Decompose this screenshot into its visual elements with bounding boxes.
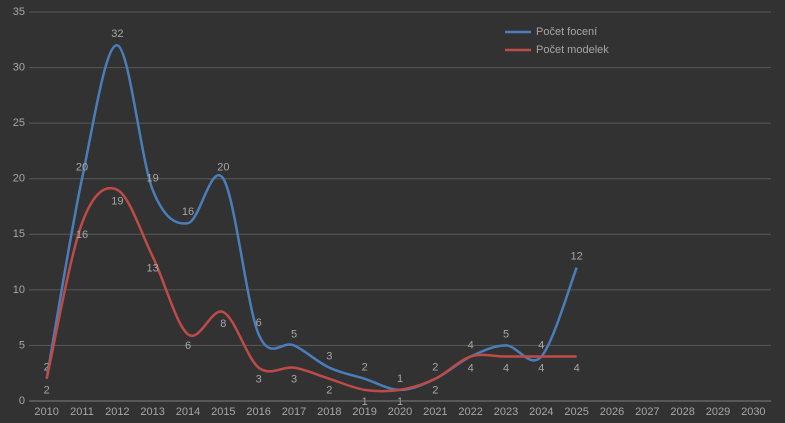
x-tick-label: 2019 (352, 406, 376, 418)
data-label: 2 (44, 385, 50, 397)
x-tick-label: 2023 (494, 406, 518, 418)
y-tick-label: 25 (13, 117, 25, 129)
x-tick-label: 2029 (706, 406, 730, 418)
data-label: 12 (571, 251, 583, 263)
x-tick-label: 2016 (246, 406, 270, 418)
data-label: 19 (111, 196, 123, 208)
x-tick-label: 2027 (635, 406, 659, 418)
data-label: 1 (362, 396, 368, 408)
legend-label: Počet modelek (536, 44, 609, 56)
data-label: 4 (468, 339, 474, 351)
data-label: 8 (220, 318, 226, 330)
data-label: 2 (44, 362, 50, 374)
y-tick-label: 10 (13, 284, 25, 296)
y-tick-label: 30 (13, 61, 25, 73)
y-tick-label: 5 (19, 339, 25, 351)
x-tick-label: 2026 (600, 406, 624, 418)
x-tick-label: 2020 (388, 406, 412, 418)
x-tick-label: 2025 (564, 406, 588, 418)
y-tick-label: 0 (19, 395, 25, 407)
legend-label: Počet focení (536, 26, 597, 38)
x-tick-label: 2011 (70, 406, 94, 418)
data-label: 4 (503, 362, 509, 374)
data-label: 19 (147, 173, 159, 185)
data-label: 3 (256, 374, 262, 386)
data-label: 16 (182, 206, 194, 218)
data-label: 13 (147, 262, 159, 274)
data-label: 20 (217, 162, 229, 174)
x-tick-label: 2013 (140, 406, 164, 418)
data-label: 4 (538, 339, 544, 351)
x-tick-label: 2015 (211, 406, 235, 418)
x-tick-label: 2024 (529, 406, 553, 418)
data-label: 4 (574, 362, 580, 374)
y-tick-label: 35 (13, 6, 25, 18)
y-tick-label: 20 (13, 173, 25, 185)
x-tick-label: 2028 (670, 406, 694, 418)
y-tick-label: 15 (13, 228, 25, 240)
data-label: 16 (76, 229, 88, 241)
data-label: 3 (291, 374, 297, 386)
x-tick-label: 2030 (741, 406, 765, 418)
data-label: 2 (326, 385, 332, 397)
data-label: 32 (111, 28, 123, 40)
data-label: 2 (362, 362, 368, 374)
x-tick-label: 2012 (105, 406, 129, 418)
series-line (45, 44, 578, 392)
x-tick-label: 2018 (317, 406, 341, 418)
data-label: 5 (291, 328, 297, 340)
x-tick-label: 2017 (282, 406, 306, 418)
data-label: 20 (76, 162, 88, 174)
data-label: 4 (468, 362, 474, 374)
series-line (45, 187, 577, 393)
x-tick-label: 2010 (34, 406, 58, 418)
data-label: 2 (432, 362, 438, 374)
x-tick-label: 2021 (423, 406, 447, 418)
data-label: 1 (397, 396, 403, 408)
data-label: 4 (538, 362, 544, 374)
data-label: 1 (397, 373, 403, 385)
data-label: 6 (256, 317, 262, 329)
data-label: 2 (432, 385, 438, 397)
data-label: 6 (185, 340, 191, 352)
x-tick-label: 2022 (458, 406, 482, 418)
data-label: 5 (503, 328, 509, 340)
x-tick-label: 2014 (176, 406, 200, 418)
data-label: 3 (326, 351, 332, 363)
